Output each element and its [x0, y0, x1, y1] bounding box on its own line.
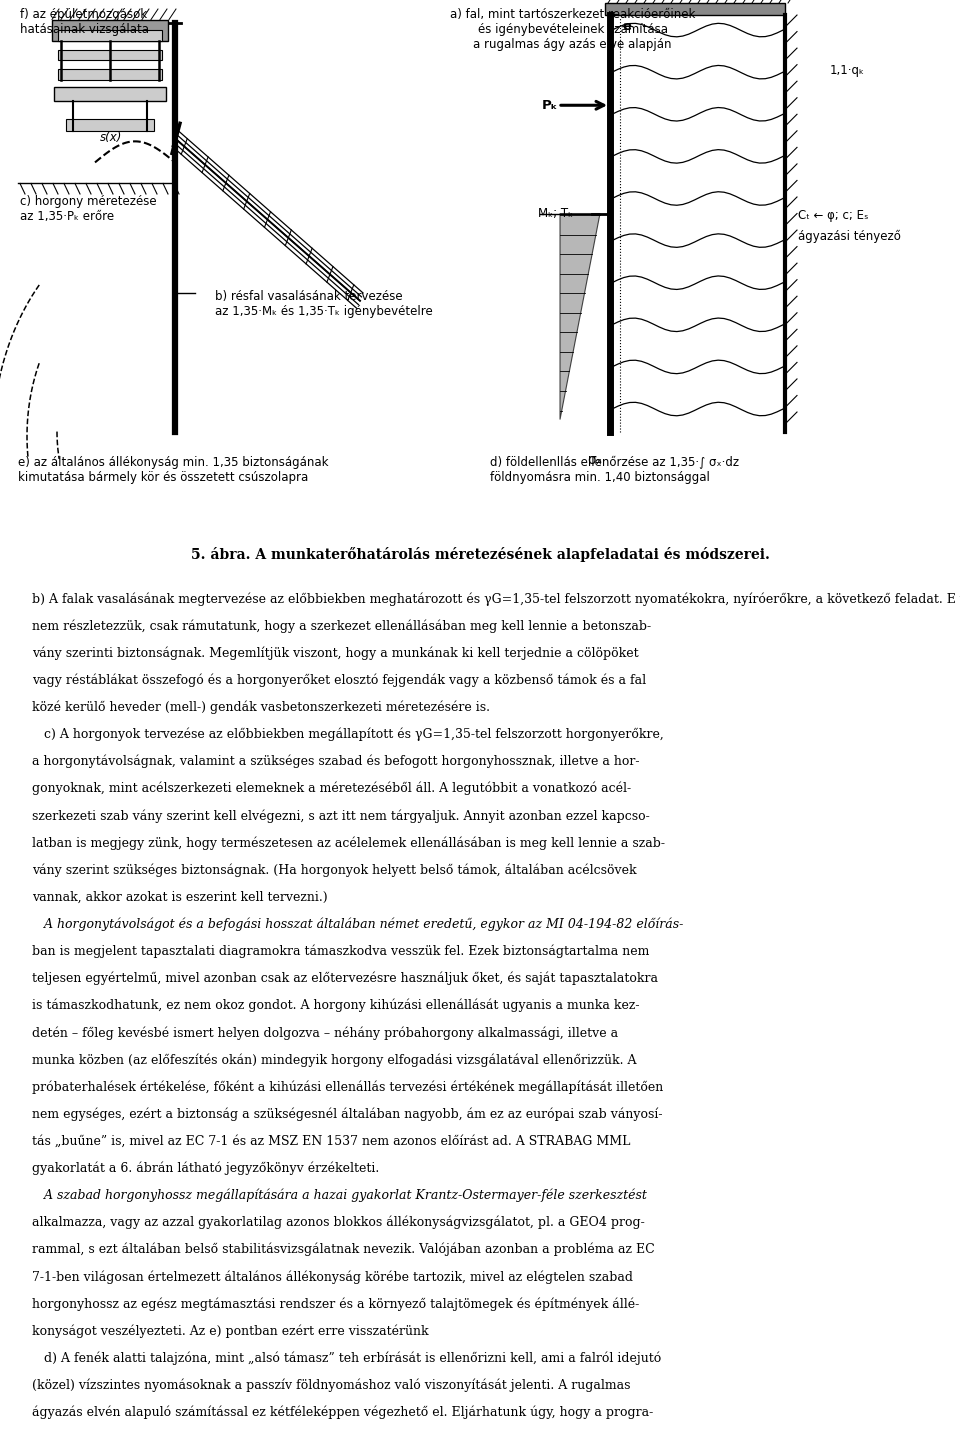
Text: d) A fenék alatti talajzóna, mint „alsó támasz” teh erbírását is ellenőrizni kel: d) A fenék alatti talajzóna, mint „alsó …: [32, 1351, 660, 1364]
Text: b) A falak vasalásának megtervezése az előbbiekben meghatározott és γG=1,35-tel : b) A falak vasalásának megtervezése az e…: [32, 593, 960, 606]
Text: ágyazás elvén alapuló számítással ez kétféleképpen végezhető el. Eljárhatunk úgy: ágyazás elvén alapuló számítással ez két…: [32, 1405, 653, 1420]
Text: vány szerint szükséges biztonságnak. (Ha horgonyok helyett belső támok, általába: vány szerint szükséges biztonságnak. (Ha…: [32, 863, 636, 877]
Polygon shape: [560, 214, 600, 419]
Text: detén – főleg kevésbé ismert helyen dolgozva – néhány próbahorgony alkalmassági,: detén – főleg kevésbé ismert helyen dolg…: [32, 1026, 618, 1040]
Text: közé kerülő heveder (mell-) gendák vasbetonszerkezeti méretezésére is.: közé kerülő heveder (mell-) gendák vasbe…: [32, 700, 490, 713]
Text: vány szerinti biztonságnak. Megemlítjük viszont, hogy a munkának ki kell terjedn: vány szerinti biztonságnak. Megemlítjük …: [32, 646, 638, 660]
Text: σₓ: σₓ: [588, 453, 603, 467]
Text: gonyoknak, mint acélszerkezeti elemeknek a méretezéséből áll. A legutóbbit a von: gonyoknak, mint acélszerkezeti elemeknek…: [32, 782, 631, 795]
Text: a horgonytávolságnak, valamint a szükséges szabad és befogott horgonyhossznak, i: a horgonytávolságnak, valamint a szükség…: [32, 754, 639, 769]
Text: is támaszkodhatunk, ez nem okoz gondot. A horgony kihúzási ellenállását ugyanis : is támaszkodhatunk, ez nem okoz gondot. …: [32, 999, 639, 1012]
Text: e: e: [622, 19, 631, 32]
Text: teljesen egyértelmű, mivel azonban csak az előtervezésre használjuk őket, és saj: teljesen egyértelmű, mivel azonban csak …: [32, 971, 658, 986]
Text: s(x): s(x): [100, 131, 122, 144]
Text: (közel) vízszintes nyomásoknak a passzív földnyomáshoz való viszonyítását jelent: (közel) vízszintes nyomásoknak a passzív…: [32, 1379, 630, 1392]
Bar: [54, 87, 166, 100]
Text: gyakorlatát a 6. ábrán látható jegyzőkönyv érzékelteti.: gyakorlatát a 6. ábrán látható jegyzőkön…: [32, 1162, 379, 1175]
Text: tás „buűne” is, mivel az EC 7-1 és az MSZ EN 1537 nem azonos előírást ad. A STRA: tás „buűne” is, mivel az EC 7-1 és az MS…: [32, 1134, 630, 1147]
Text: 1,1·qₖ: 1,1·qₖ: [830, 64, 865, 77]
Text: e) az általános állékonyság min. 1,35 biztonságának
kimutatása bármely kör és ös: e) az általános állékonyság min. 1,35 bi…: [18, 456, 328, 483]
Text: konyságot veszélyezteti. Az e) pontban ezért erre visszatérünk: konyságot veszélyezteti. Az e) pontban e…: [32, 1325, 428, 1338]
Text: latban is megjegy zünk, hogy természetesen az acélelemek ellenállásában is meg k: latban is megjegy zünk, hogy természetes…: [32, 836, 664, 850]
Text: d) földellenllás ellenőrzése az 1,35·∫ σₓ·dz
földnyomásra min. 1,40 biztonsággal: d) földellenllás ellenőrzése az 1,35·∫ σ…: [490, 456, 739, 483]
Text: próbaterhalések értékelése, főként a kihúzási ellenállás tervezési értékének meg: próbaterhalések értékelése, főként a kih…: [32, 1080, 663, 1093]
Bar: [58, 50, 162, 60]
Text: c) horgony méretezése
az 1,35·Pₖ erőre: c) horgony méretezése az 1,35·Pₖ erőre: [20, 195, 156, 223]
Bar: [66, 119, 154, 131]
Bar: [605, 3, 785, 15]
Text: ágyazási tényező: ágyazási tényező: [798, 230, 900, 243]
Text: b) résfal vasalásának tervezése
az 1,35·Mₖ és 1,35·Tₖ igénybevételre: b) résfal vasalásának tervezése az 1,35·…: [215, 290, 433, 319]
Text: vannak, akkor azokat is eszerint kell tervezni.): vannak, akkor azokat is eszerint kell te…: [32, 891, 327, 904]
Text: 5. ábra. A munkaterőhatárolás méretezésének alapfeladatai és módszerei.: 5. ábra. A munkaterőhatárolás méretezésé…: [191, 547, 769, 562]
Text: c) A horgonyok tervezése az előbbiekben megállapított és γG=1,35-tel felszorzott: c) A horgonyok tervezése az előbbiekben …: [32, 728, 663, 741]
Text: Pₖ: Pₖ: [542, 99, 559, 112]
Bar: [52, 19, 168, 41]
Text: horgonyhossz az egész megtámasztási rendszer és a környező talajtömegek és építm: horgonyhossz az egész megtámasztási rend…: [32, 1297, 639, 1310]
Text: Mₖ; Tₖ: Mₖ; Tₖ: [538, 207, 573, 220]
Text: A horgonytávolságot és a befogási hosszat általában német eredetű, egykor az MI : A horgonytávolságot és a befogási hossza…: [32, 917, 684, 930]
Text: alkalmazza, vagy az azzal gyakorlatilag azonos blokkos állékonyságvizsgálatot, p: alkalmazza, vagy az azzal gyakorlatilag …: [32, 1216, 644, 1229]
Text: rammal, s ezt általában belső stabilitásvizsgálatnak nevezik. Valójában azonban : rammal, s ezt általában belső stabilitás…: [32, 1243, 655, 1257]
Text: szerkezeti szab vány szerint kell elvégezni, s azt itt nem tárgyaljuk. Annyit az: szerkezeti szab vány szerint kell elvége…: [32, 810, 649, 823]
Text: nem részletezzük, csak rámutatunk, hogy a szerkezet ellenállásában meg kell lenn: nem részletezzük, csak rámutatunk, hogy …: [32, 619, 651, 633]
Text: 7-1-ben világosan értelmezett általános állékonyság körébe tartozik, mivel az el: 7-1-ben világosan értelmezett általános …: [32, 1270, 633, 1284]
Bar: [58, 31, 162, 41]
Text: Cₜ ← φ; c; Eₛ: Cₜ ← φ; c; Eₛ: [798, 208, 869, 221]
Text: a) fal, mint tartószerkezet reakcióerőinek
és igénybevételeinek számítása
a ruga: a) fal, mint tartószerkezet reakcióerőin…: [450, 7, 695, 51]
Text: f) az épületmozgások
hatásainak vizsgálata: f) az épületmozgások hatásainak vizsgála…: [20, 7, 149, 35]
Text: ban is megjelent tapasztalati diagramokra támaszkodva vesszük fel. Ezek biztonsá: ban is megjelent tapasztalati diagramokr…: [32, 945, 649, 958]
Text: vagy réstáblákat összefogó és a horgonyerőket elosztó fejgendák vagy a közbenső : vagy réstáblákat összefogó és a horgonye…: [32, 674, 646, 687]
Bar: [58, 70, 162, 80]
Text: munka közben (az előfeszítés okán) mindegyik horgony elfogadási vizsgálatával el: munka közben (az előfeszítés okán) minde…: [32, 1053, 636, 1067]
Text: A szabad horgonyhossz megállapítására a hazai gyakorlat Krantz-Ostermayer-féle s: A szabad horgonyhossz megállapítására a …: [32, 1188, 646, 1203]
Text: nem egységes, ezért a biztonság a szükségesnél általában nagyobb, ám ez az európ: nem egységes, ezért a biztonság a szüksé…: [32, 1108, 662, 1121]
